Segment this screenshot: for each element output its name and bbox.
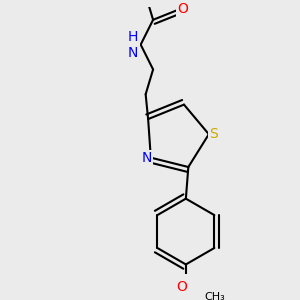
Text: CH₃: CH₃	[204, 292, 225, 300]
Text: S: S	[209, 127, 218, 141]
Text: N: N	[142, 151, 152, 165]
Text: O: O	[177, 280, 188, 294]
Text: H
N: H N	[128, 29, 138, 60]
Text: O: O	[177, 2, 188, 16]
